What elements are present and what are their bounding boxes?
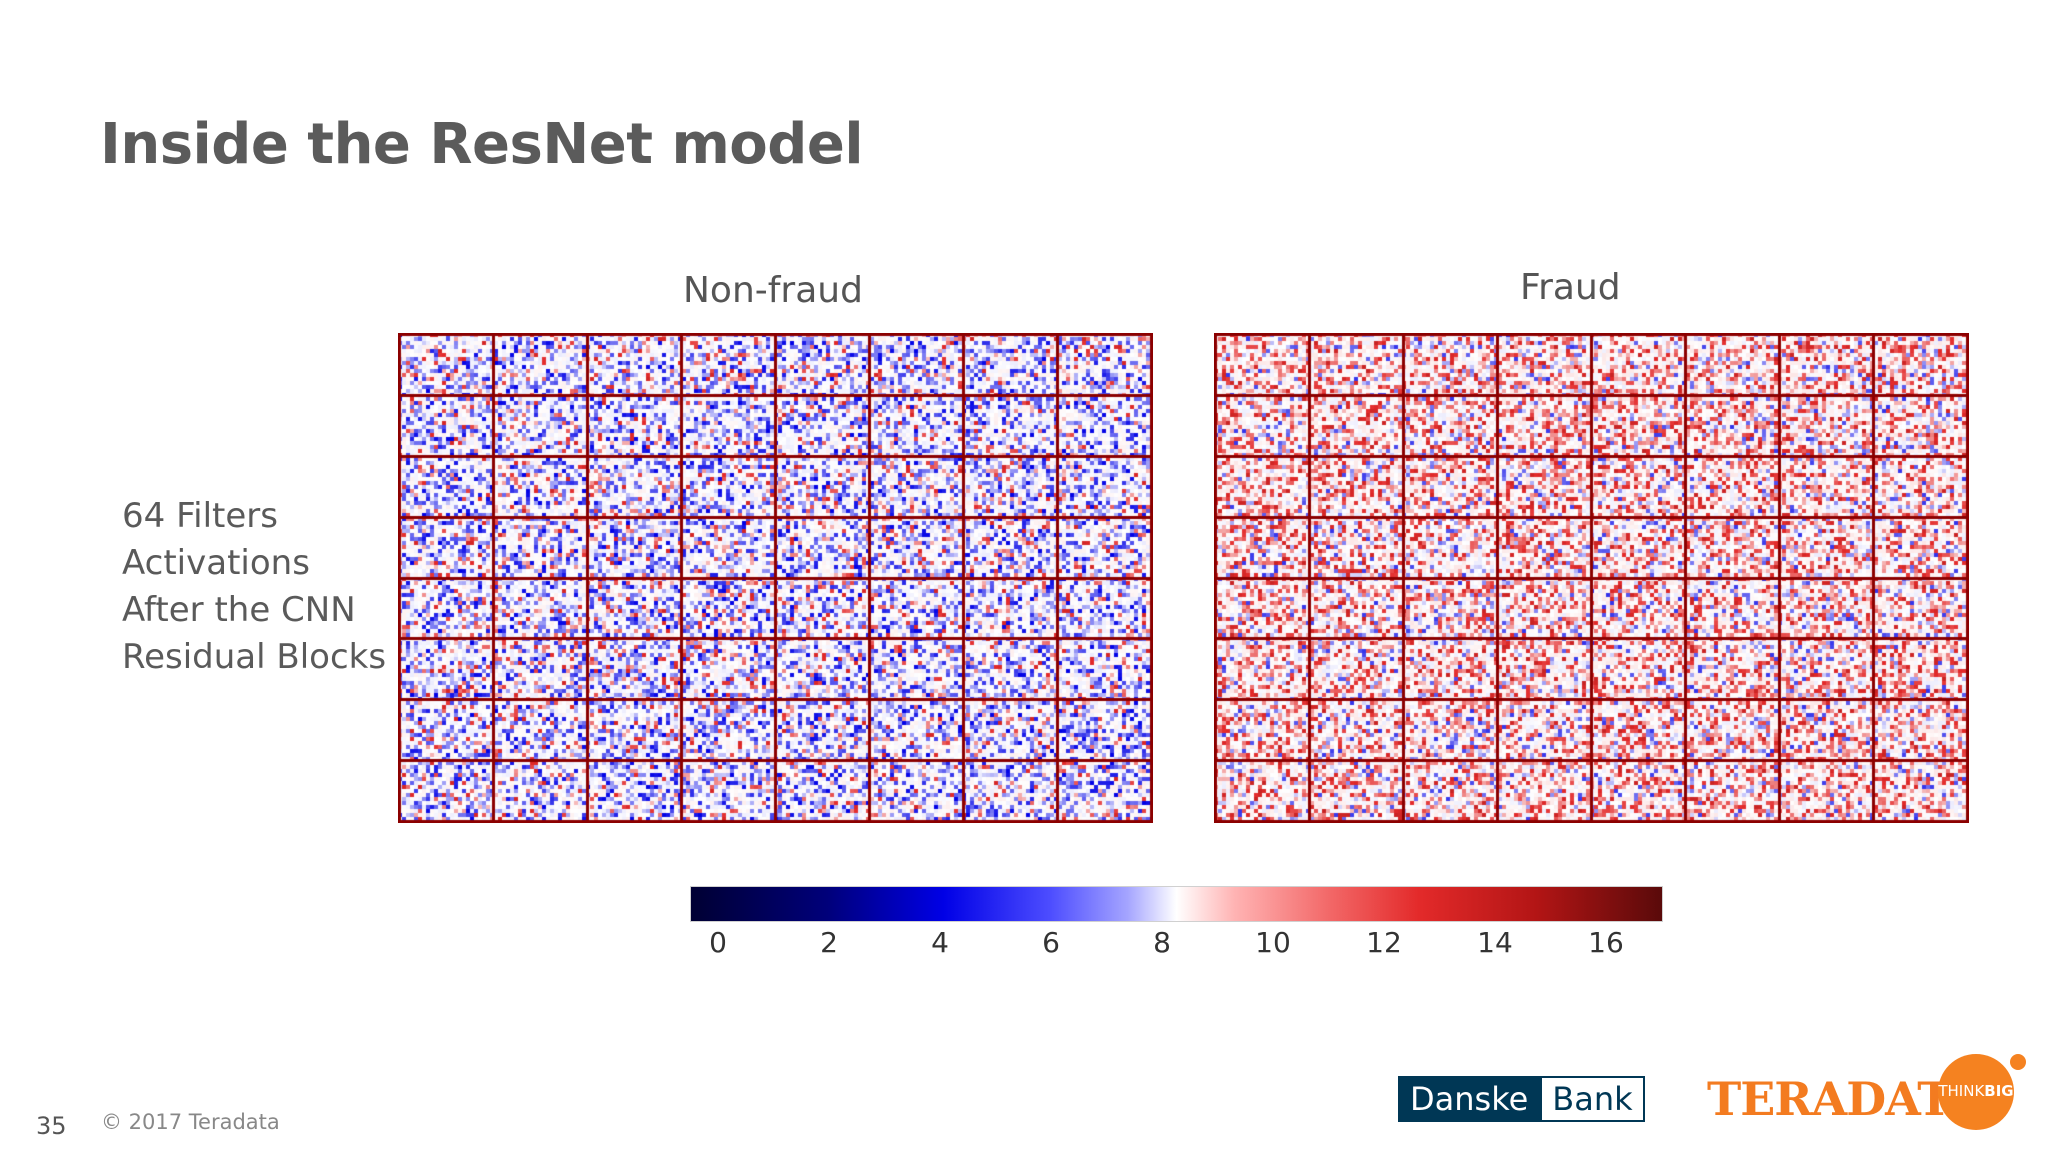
panel-title-nonfraud: Non-fraud: [683, 270, 863, 311]
colorbar-tick: 16: [1588, 926, 1624, 959]
colorbar-tick: 6: [1042, 926, 1060, 959]
thinkbig-logo-dot: [2010, 1054, 2026, 1070]
colorbar-tick: 0: [709, 926, 727, 959]
copyright: © 2017 Teradata: [101, 1110, 280, 1134]
thinkbig-logo-big: BIG: [1984, 1082, 2014, 1100]
colorbar-tick: 14: [1477, 926, 1513, 959]
page-number: 35: [36, 1112, 67, 1140]
panel-title-fraud: Fraud: [1520, 267, 1621, 308]
side-label-line: After the CNN: [122, 590, 356, 630]
colorbar-tick: 12: [1366, 926, 1402, 959]
danske-bank-logo: Danske Bank: [1398, 1076, 1645, 1122]
colorbar-tick: 10: [1255, 926, 1291, 959]
side-label-line: 64 Filters: [122, 496, 278, 536]
teradata-logo-text: TERADATA: [1707, 1072, 1984, 1126]
side-label: 64 Filters Activations After the CNN Res…: [122, 493, 386, 681]
colorbar-tick: 8: [1153, 926, 1171, 959]
thinkbig-logo-text: THINKBIG: [1938, 1082, 2014, 1100]
colorbar-tick: 2: [820, 926, 838, 959]
colorbar-tick: 4: [931, 926, 949, 959]
thinkbig-logo-think: THINK: [1938, 1082, 1985, 1100]
activation-grid-nonfraud: [398, 333, 1153, 823]
side-label-line: Residual Blocks: [122, 637, 387, 677]
danske-logo-right: Bank: [1540, 1076, 1645, 1122]
danske-logo-left: Danske: [1398, 1076, 1541, 1122]
side-label-line: Activations: [122, 543, 310, 583]
activation-grid-fraud: [1214, 333, 1969, 823]
slide-title: Inside the ResNet model: [100, 112, 864, 177]
thinkbig-logo-circle: [1938, 1054, 2014, 1130]
colorbar: [690, 886, 1663, 922]
